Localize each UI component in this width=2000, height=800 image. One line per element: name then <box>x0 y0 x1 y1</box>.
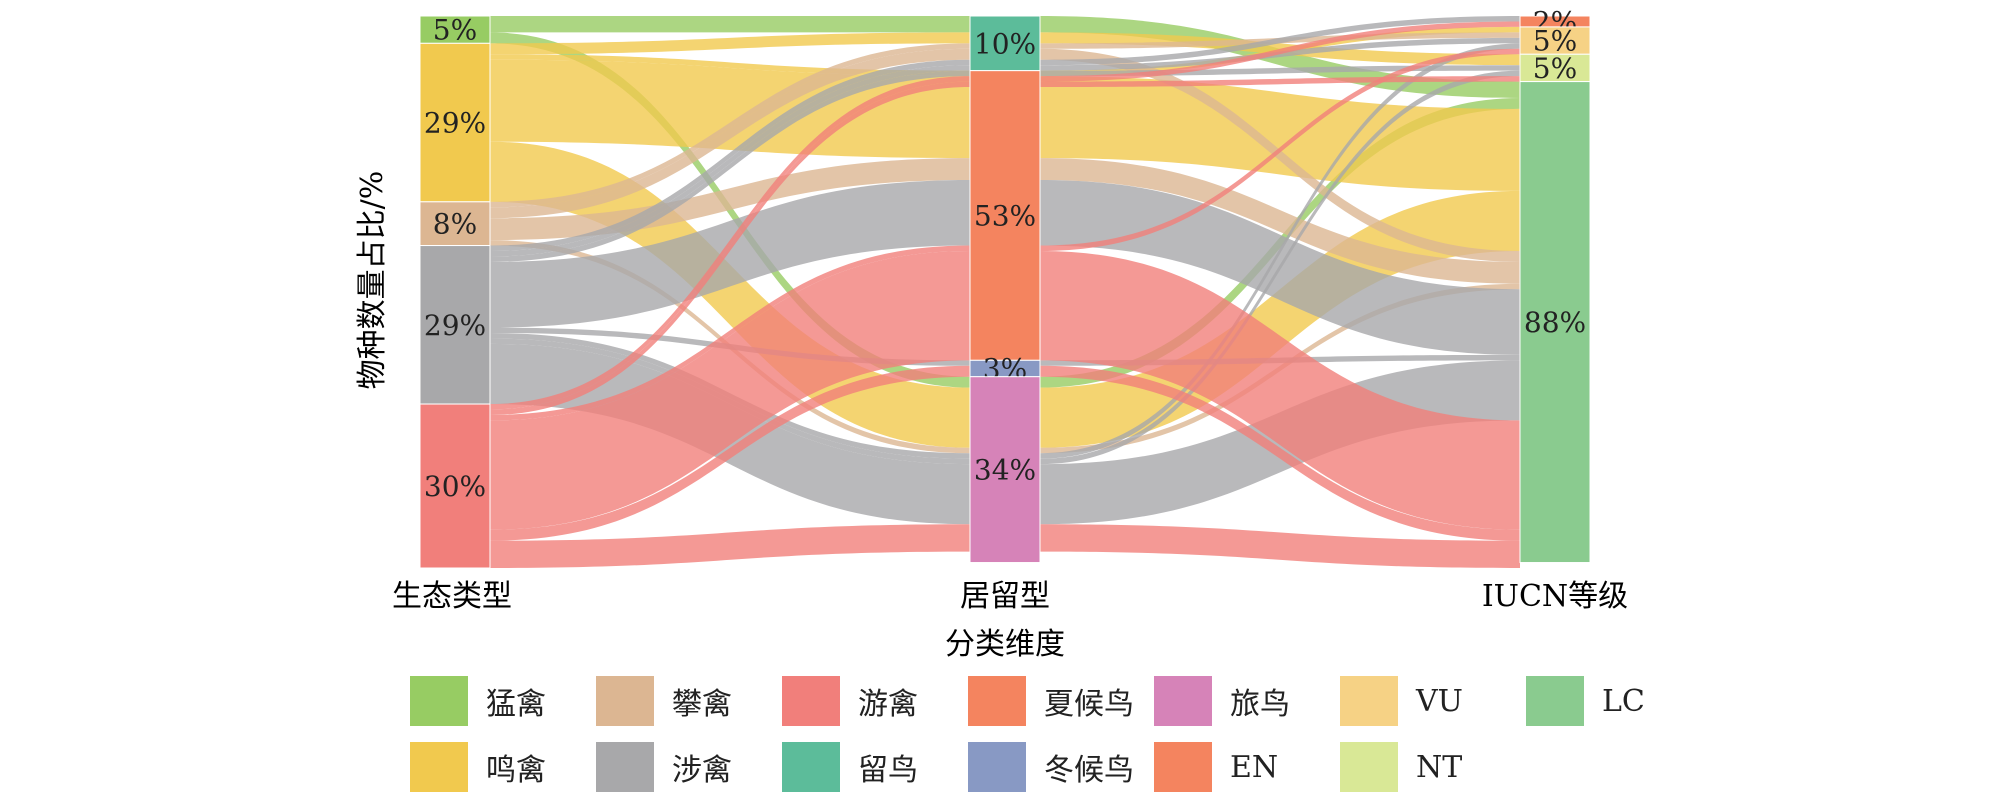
node-label-LC: 88% <box>1524 306 1586 339</box>
flow-band-涉禽-留鸟 <box>490 59 970 252</box>
node-label-游禽: 30% <box>424 470 486 503</box>
legend-item-raptor: 猛禽 <box>410 676 596 726</box>
flow-band-游禽-冬候鸟 <box>490 365 970 541</box>
legend-item-climber: 攀禽 <box>596 676 782 726</box>
y-axis-label: 物种数量占比/% <box>355 171 390 390</box>
legend-item-en: EN <box>1154 742 1340 792</box>
legend-label: 鸣禽 <box>486 753 546 788</box>
labels-layer: 物种数量占比/% 生态类型 居留型 IUCN等级 分类维度 <box>355 171 1628 660</box>
legend-item-passage-migrant: 旅鸟 <box>1154 676 1340 726</box>
flow-band-涉禽-留鸟 <box>490 65 970 257</box>
node-label-NT: 5% <box>1533 52 1577 85</box>
flow-band-游禽-留鸟 <box>490 76 970 410</box>
node-LC <box>1519 81 1591 564</box>
legend-item-resident: 留鸟 <box>782 742 968 792</box>
legend-swatch <box>1526 676 1584 726</box>
legend-item-swimmer: 游禽 <box>782 676 968 726</box>
axis-label-residency: 居留型 <box>960 579 1050 614</box>
legend-swatch <box>596 742 654 792</box>
node-VU <box>1519 26 1591 55</box>
legend-swatch <box>782 742 840 792</box>
legend-swatch <box>1340 742 1398 792</box>
flow-band-涉禽-夏候鸟 <box>490 179 970 328</box>
node-旅鸟 <box>969 376 1041 564</box>
legend-label: 猛禽 <box>486 687 546 722</box>
legend: 猛禽 攀禽 游禽 夏候鸟 旅鸟 VU LC 鸣禽 <box>410 668 1730 800</box>
legend-label: 涉禽 <box>672 753 732 788</box>
node-label-猛禽: 5% <box>433 14 477 47</box>
flow-band-留鸟-LC <box>1040 48 1520 262</box>
legend-swatch <box>596 676 654 726</box>
flow-band-夏候鸟-LC <box>1040 251 1520 530</box>
flow-band-攀禽-夏候鸟 <box>490 158 970 241</box>
legend-swatch <box>1154 742 1212 792</box>
flow-band-留鸟-NT <box>1040 76 1520 88</box>
node-NT <box>1519 53 1591 83</box>
legend-swatch <box>968 742 1026 792</box>
flow-band-留鸟-EN <box>1040 16 1520 66</box>
legend-swatch <box>410 676 468 726</box>
legend-row-2: 鸣禽 涉禽 留鸟 冬候鸟 EN NT <box>410 734 1730 800</box>
node-label-VU: 5% <box>1533 25 1577 58</box>
legend-item-winter-visitor: 冬候鸟 <box>968 742 1154 792</box>
legend-item-vu: VU <box>1340 676 1526 726</box>
flow-band-留鸟-NT <box>1040 32 1520 66</box>
sankey-chart: 5%29%8%29%30%10%53%3%34%2%5%5%88% 物种数量占比… <box>355 5 1628 660</box>
legend-label: LC <box>1602 683 1645 719</box>
flow-band-游禽-夏候鸟 <box>490 245 970 421</box>
legend-label: 攀禽 <box>672 687 732 722</box>
node-label-夏候鸟: 53% <box>974 199 1036 232</box>
legend-item-summer-visitor: 夏候鸟 <box>968 676 1154 726</box>
flow-band-游禽-夏候鸟 <box>490 251 970 530</box>
legend-swatch <box>410 742 468 792</box>
node-label-鸣禽: 29% <box>424 107 486 140</box>
flow-band-攀禽-留鸟 <box>490 48 970 219</box>
flow-band-游禽-旅鸟 <box>490 524 970 568</box>
nodes-layer: 5%29%8%29%30%10%53%3%34%2%5%5%88% <box>419 5 1591 569</box>
axis-label-iucn: IUCN等级 <box>1482 579 1628 614</box>
node-猛禽 <box>419 15 491 44</box>
flows-layer <box>490 16 1520 568</box>
legend-label: 游禽 <box>858 687 918 722</box>
legend-swatch <box>968 676 1026 726</box>
flow-band-旅鸟-VU <box>1040 43 1520 459</box>
legend-label: 冬候鸟 <box>1044 753 1134 788</box>
legend-label: 留鸟 <box>858 753 918 788</box>
legend-label: 旅鸟 <box>1230 687 1290 722</box>
node-label-留鸟: 10% <box>974 27 1036 60</box>
legend-item-wader: 涉禽 <box>596 742 782 792</box>
legend-swatch <box>1340 676 1398 726</box>
node-游禽 <box>419 403 491 569</box>
legend-label: 夏候鸟 <box>1044 687 1134 722</box>
flow-band-夏候鸟-VU <box>1040 48 1520 252</box>
node-label-攀禽: 8% <box>433 208 477 241</box>
legend-row-1: 猛禽 攀禽 游禽 夏候鸟 旅鸟 VU LC <box>410 668 1730 734</box>
flow-band-鸣禽-留鸟 <box>490 32 970 55</box>
flow-band-冬候鸟-LC <box>1040 365 1520 541</box>
flow-band-旅鸟-LC <box>1040 524 1520 568</box>
node-涉禽 <box>419 245 491 405</box>
x-axis-label: 分类维度 <box>945 627 1065 660</box>
node-label-涉禽: 29% <box>424 309 486 342</box>
flow-band-夏候鸟-LC <box>1040 76 1520 191</box>
node-label-旅鸟: 34% <box>974 454 1036 487</box>
flow-band-攀禽-留鸟 <box>490 43 970 208</box>
flow-band-猛禽-留鸟 <box>490 16 970 33</box>
axis-label-ecology: 生态类型 <box>392 579 512 614</box>
legend-label: VU <box>1416 683 1463 719</box>
flow-band-留鸟-EN <box>1040 21 1520 82</box>
node-留鸟 <box>969 15 1041 72</box>
flow-band-游禽-留鸟 <box>490 81 970 415</box>
legend-item-songbird: 鸣禽 <box>410 742 596 792</box>
legend-label: NT <box>1416 749 1463 785</box>
flow-band-旅鸟-NT <box>1040 70 1520 465</box>
node-夏候鸟 <box>969 70 1041 361</box>
flow-band-涉禽-留鸟 <box>490 70 970 262</box>
legend-label: EN <box>1230 749 1279 785</box>
legend-item-nt: NT <box>1340 742 1526 792</box>
legend-item-lc: LC <box>1526 676 1712 726</box>
legend-swatch <box>1154 676 1212 726</box>
legend-swatch <box>782 676 840 726</box>
flow-band-夏候鸟-LC <box>1040 158 1520 284</box>
